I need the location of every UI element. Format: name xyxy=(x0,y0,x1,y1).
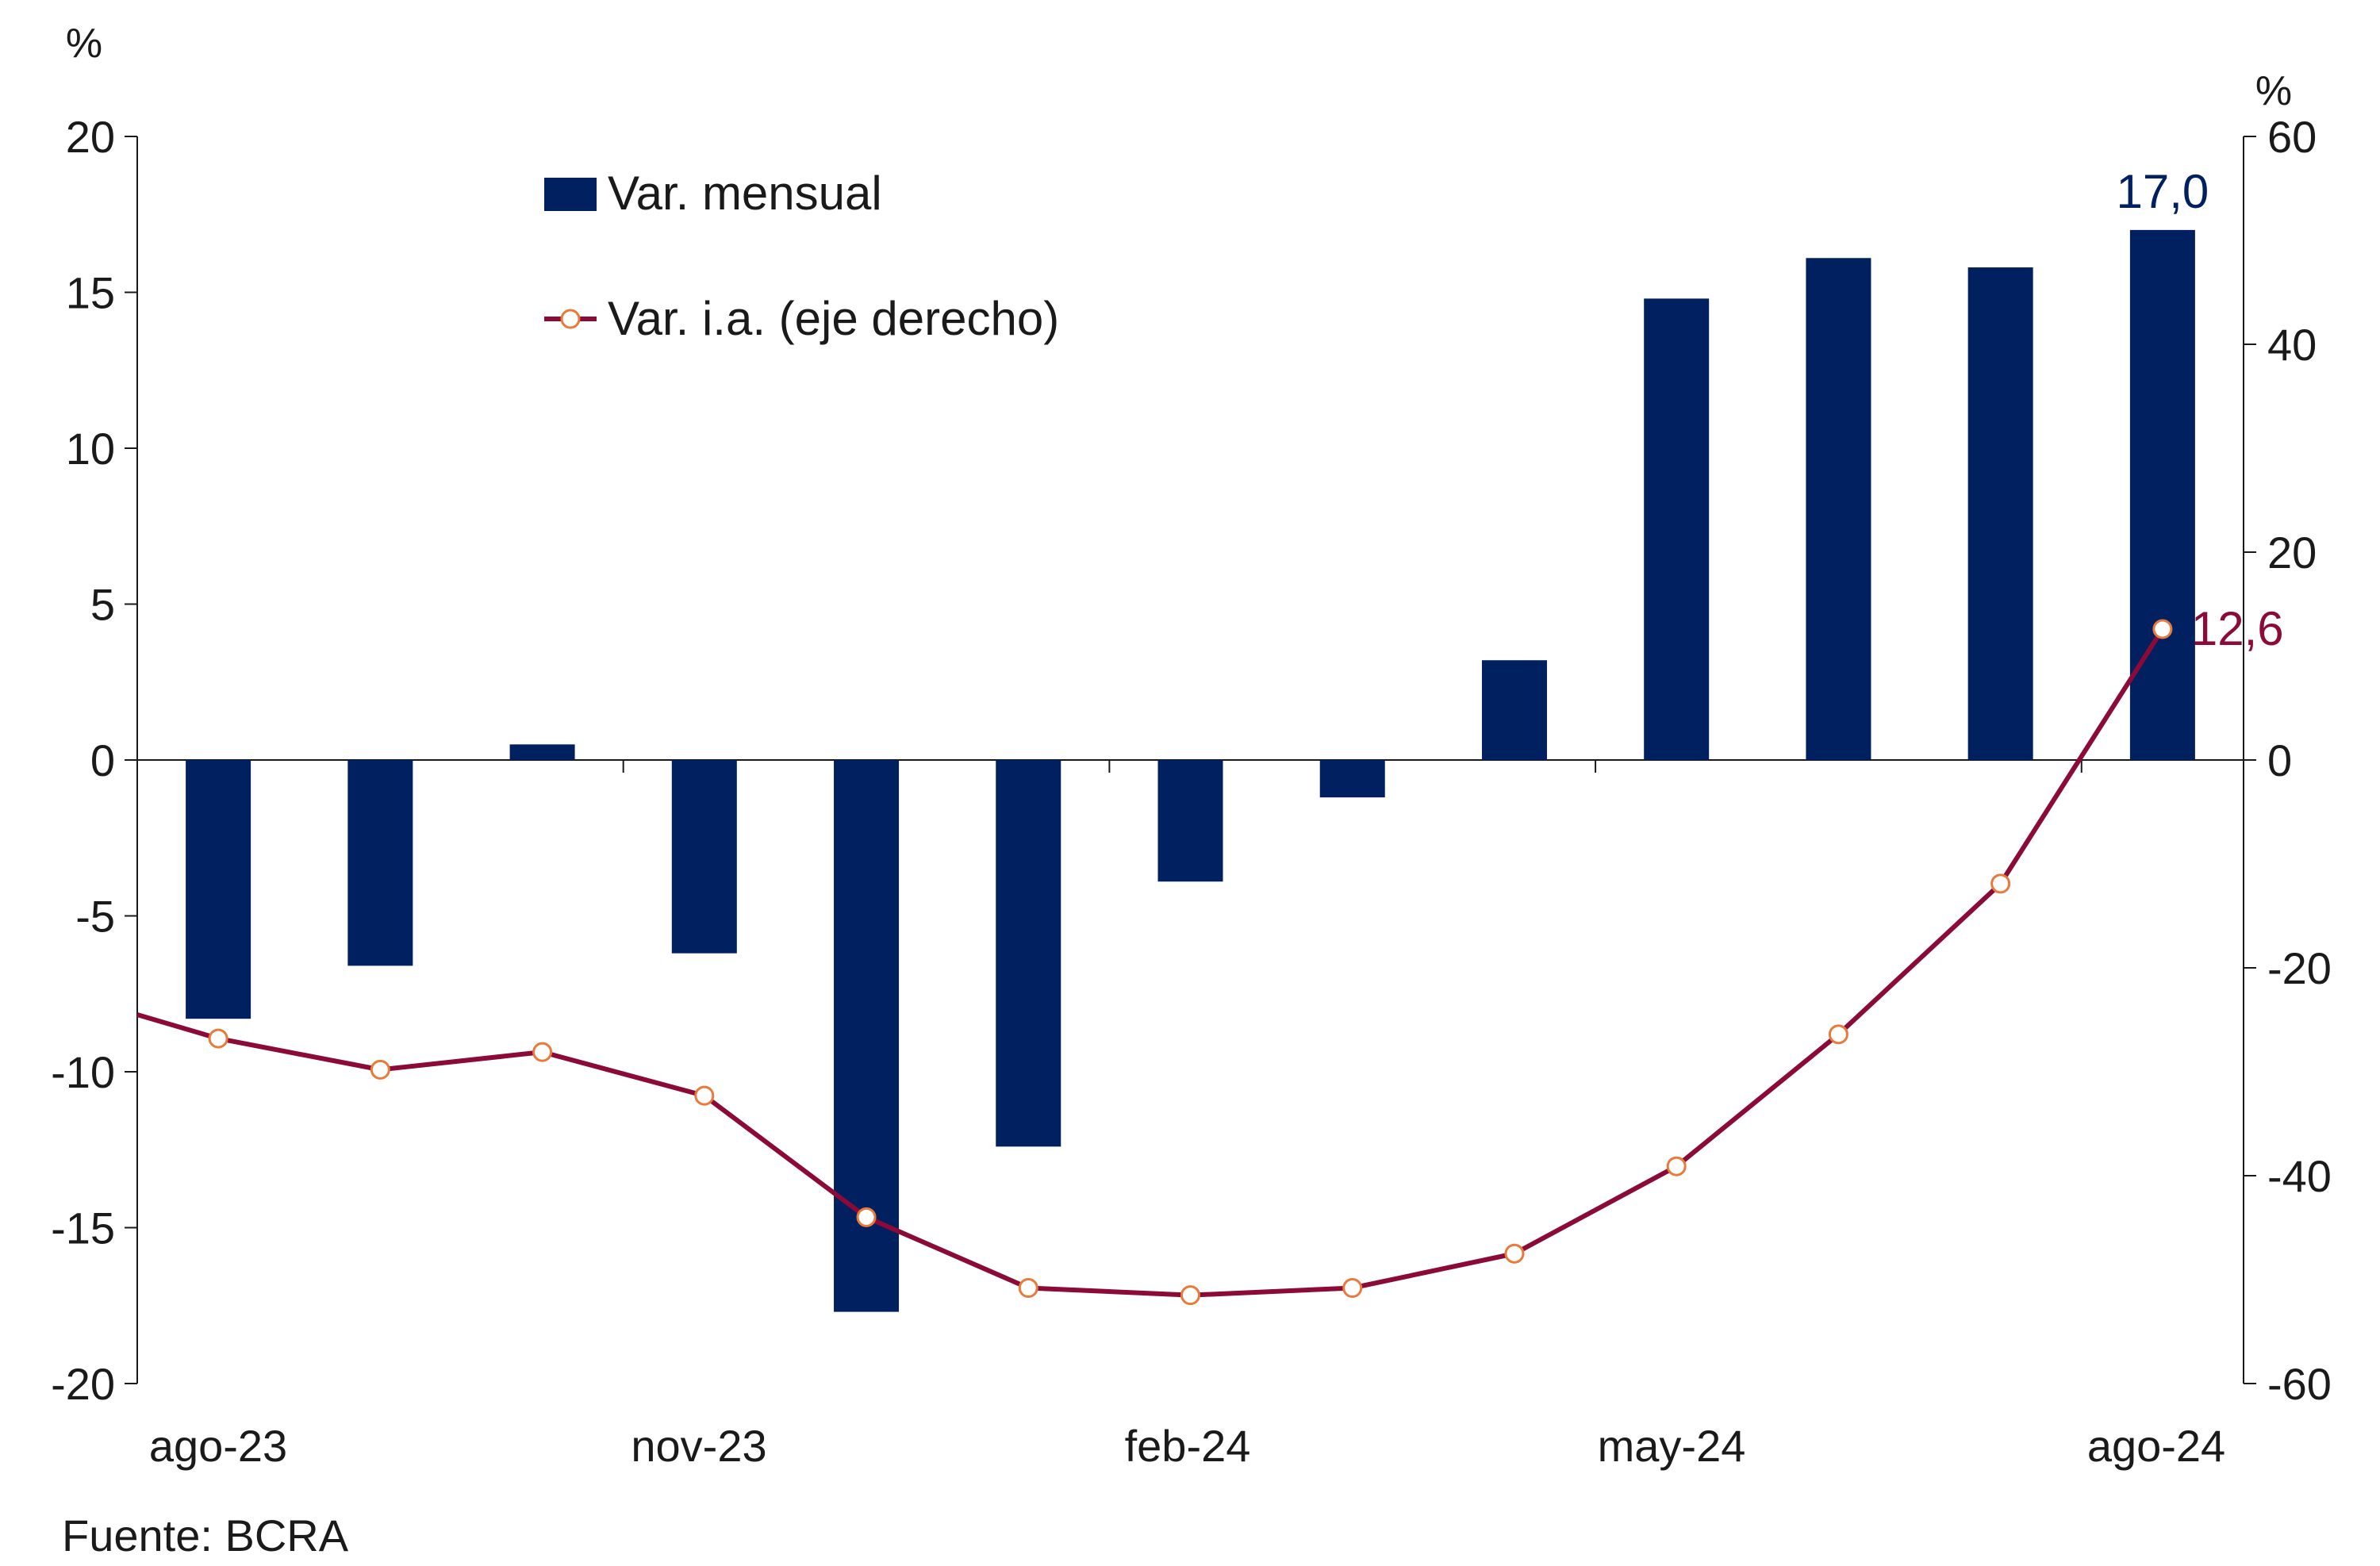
bar xyxy=(1644,298,1710,760)
left-axis-tick-label: 15 xyxy=(66,268,115,318)
bar xyxy=(1157,760,1223,882)
x-axis-tick-label: nov-23 xyxy=(631,1421,766,1471)
x-axis-tick-label: feb-24 xyxy=(1125,1421,1251,1471)
bar xyxy=(347,760,413,966)
line-point xyxy=(370,1059,390,1080)
bar xyxy=(1967,267,2033,760)
axes: 20151050-5-10-15-20%6040200-20-40-60%ago… xyxy=(51,21,2332,1471)
bar-data-label: 17,0 xyxy=(2116,165,2209,218)
left-axis-unit: % xyxy=(66,21,102,67)
line-data-label: 12,6 xyxy=(2191,602,2284,655)
right-axis-tick-label: 20 xyxy=(2267,528,2317,578)
right-axis-tick-label: 40 xyxy=(2267,320,2317,370)
legend-swatch-marker xyxy=(560,309,581,329)
line-point xyxy=(1828,1024,1848,1045)
x-axis-tick-label: ago-24 xyxy=(2087,1421,2225,1471)
bar-series xyxy=(186,229,2195,1312)
bar xyxy=(671,760,737,954)
line-point xyxy=(208,1028,228,1049)
right-axis-tick-label: -20 xyxy=(2267,943,2332,993)
bar xyxy=(996,760,1061,1147)
line-point xyxy=(1342,1277,1363,1298)
data-labels: 17,0 12,6 xyxy=(2116,165,2283,655)
x-axis-tick-label: may-24 xyxy=(1598,1421,1746,1471)
line-point xyxy=(694,1085,715,1106)
legend-label-bars: Var. mensual xyxy=(608,167,882,220)
line-path xyxy=(136,628,2165,1298)
right-axis-tick-label: -60 xyxy=(2267,1359,2332,1409)
line-point xyxy=(532,1042,553,1062)
right-axis-tick-label: -40 xyxy=(2267,1151,2332,1201)
line-point xyxy=(1666,1156,1687,1176)
left-axis-tick-label: 0 xyxy=(90,735,115,785)
bar xyxy=(1481,660,1547,760)
bar xyxy=(1806,258,1871,760)
x-axis-tick-label: ago-23 xyxy=(149,1421,287,1471)
bar xyxy=(2129,229,2195,760)
bar xyxy=(1319,760,1385,798)
legend-label-line: Var. i.a. (eje derecho) xyxy=(608,292,1059,345)
legend-swatch-bars xyxy=(544,178,597,211)
bar xyxy=(509,744,575,760)
source-note: Fuente: BCRA xyxy=(62,1510,349,1560)
line-point xyxy=(1990,873,2011,894)
line-point xyxy=(1180,1285,1200,1306)
left-axis-tick-label: -10 xyxy=(51,1047,115,1097)
bar xyxy=(186,760,251,1019)
left-axis-tick-label: -15 xyxy=(51,1203,115,1253)
line-point xyxy=(1504,1243,1525,1264)
left-axis-tick-label: 20 xyxy=(66,112,115,162)
line-point xyxy=(2152,619,2173,639)
legend: Var. mensual Var. i.a. (eje derecho) xyxy=(544,167,1059,345)
left-axis-tick-label: -5 xyxy=(75,892,115,942)
right-axis-unit: % xyxy=(2255,68,2292,114)
right-axis-tick-label: 0 xyxy=(2267,735,2292,785)
line-point xyxy=(856,1207,877,1227)
line-point xyxy=(1018,1277,1038,1298)
right-axis-tick-label: 60 xyxy=(2267,112,2317,162)
left-axis-tick-label: -20 xyxy=(51,1359,115,1409)
line-series xyxy=(136,619,2173,1306)
left-axis-tick-label: 5 xyxy=(90,580,115,630)
left-axis-tick-label: 10 xyxy=(66,424,115,474)
